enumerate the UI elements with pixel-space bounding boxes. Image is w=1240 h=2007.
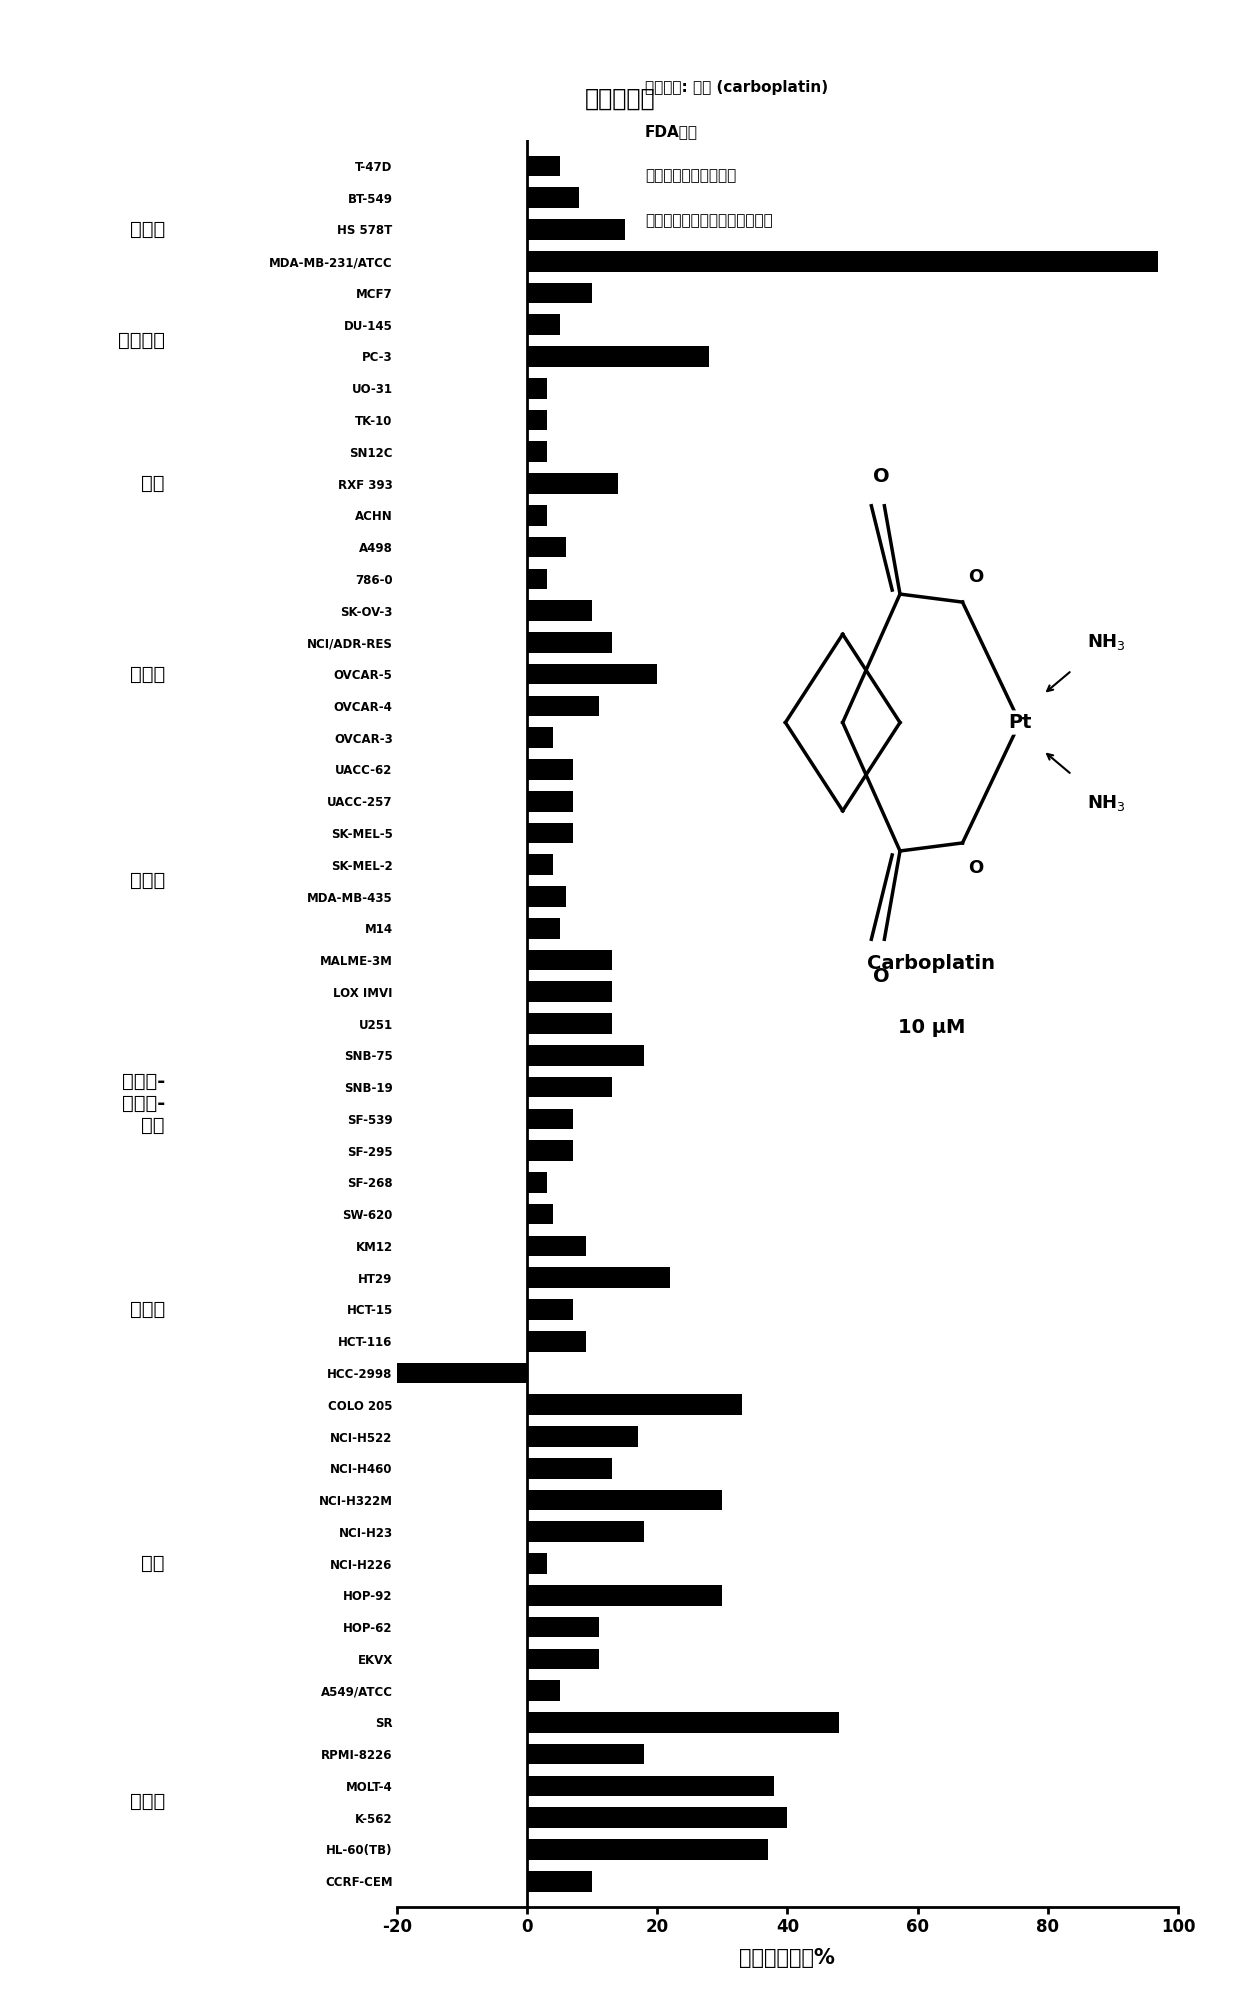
Bar xyxy=(527,1046,645,1066)
Text: 在世界卫生组织基本药物清单上: 在世界卫生组织基本药物清单上 xyxy=(645,213,773,227)
Bar xyxy=(527,1331,585,1351)
Bar xyxy=(527,823,573,843)
Text: Pt: Pt xyxy=(1008,712,1032,733)
Bar xyxy=(527,536,565,558)
Bar xyxy=(527,1299,573,1321)
Bar xyxy=(527,442,547,462)
Text: 结肠癌: 结肠癌 xyxy=(130,1301,165,1319)
Bar xyxy=(527,1266,670,1288)
Text: 前列腺癌: 前列腺癌 xyxy=(118,331,165,349)
Bar xyxy=(527,345,709,367)
Text: NH$_3$: NH$_3$ xyxy=(1087,793,1126,813)
Bar xyxy=(397,1363,527,1383)
Bar xyxy=(527,187,579,209)
Bar xyxy=(527,664,657,684)
Bar xyxy=(527,1648,599,1670)
Text: O: O xyxy=(967,859,983,877)
Bar xyxy=(527,1078,611,1098)
Bar xyxy=(527,791,573,811)
Text: Carboplatin: Carboplatin xyxy=(867,953,996,973)
Bar xyxy=(527,600,593,620)
Text: 最处方的抗癌药物之一: 最处方的抗癌药物之一 xyxy=(645,169,737,183)
Bar xyxy=(527,568,547,590)
Text: O: O xyxy=(873,468,890,486)
Bar xyxy=(527,377,547,399)
Bar xyxy=(527,283,593,303)
Bar xyxy=(527,727,553,749)
Text: 癌症细胞系: 癌症细胞系 xyxy=(585,86,655,110)
Bar xyxy=(527,1744,645,1764)
Text: 白血病: 白血病 xyxy=(130,1792,165,1812)
Bar xyxy=(527,1712,839,1732)
Bar xyxy=(527,632,611,652)
Text: FDA批准: FDA批准 xyxy=(645,124,698,138)
Text: O: O xyxy=(967,568,983,586)
Bar xyxy=(527,949,611,969)
Bar xyxy=(527,1140,573,1160)
Bar xyxy=(527,315,559,335)
Bar xyxy=(527,1108,573,1130)
Bar xyxy=(527,887,565,907)
Bar xyxy=(527,1553,547,1573)
Text: NH$_3$: NH$_3$ xyxy=(1087,632,1126,652)
Bar xyxy=(527,506,547,526)
Bar xyxy=(527,409,547,429)
Text: 基准毒品: 卡馓 (carboplatin): 基准毒品: 卡馓 (carboplatin) xyxy=(645,80,828,94)
Bar xyxy=(527,1680,559,1702)
Bar xyxy=(527,157,559,177)
X-axis label: 癌症生长减少%: 癌症生长减少% xyxy=(739,1947,836,1967)
Bar xyxy=(527,1457,611,1479)
Text: 肾癌: 肾癌 xyxy=(141,474,165,494)
Bar xyxy=(527,1395,742,1415)
Bar xyxy=(527,1871,593,1891)
Bar xyxy=(527,1172,547,1192)
Text: 10 μM: 10 μM xyxy=(898,1018,965,1038)
Bar xyxy=(527,1236,585,1256)
Bar xyxy=(527,1618,599,1638)
Bar xyxy=(527,1808,787,1828)
Bar xyxy=(527,1014,611,1034)
Bar xyxy=(527,855,553,875)
Bar xyxy=(527,1204,553,1224)
Bar xyxy=(527,1776,774,1796)
Bar xyxy=(527,1586,722,1606)
Bar xyxy=(527,917,559,939)
Text: 皮肤癌: 皮肤癌 xyxy=(130,871,165,891)
Bar xyxy=(527,1838,768,1860)
Bar xyxy=(527,251,1158,271)
Text: 中枢神-
经系统-
癌症: 中枢神- 经系统- 癌症 xyxy=(122,1072,165,1134)
Bar xyxy=(527,219,625,239)
Text: 卵巢癌: 卵巢癌 xyxy=(130,664,165,684)
Bar xyxy=(527,1427,637,1447)
Bar xyxy=(527,1489,722,1511)
Text: 乳腺癌: 乳腺癌 xyxy=(130,221,165,239)
Text: O: O xyxy=(873,967,890,985)
Text: 肺癌: 肺癌 xyxy=(141,1553,165,1573)
Bar xyxy=(527,696,599,716)
Bar xyxy=(527,759,573,781)
Bar xyxy=(527,1521,645,1541)
Bar xyxy=(527,981,611,1001)
Bar xyxy=(527,474,618,494)
